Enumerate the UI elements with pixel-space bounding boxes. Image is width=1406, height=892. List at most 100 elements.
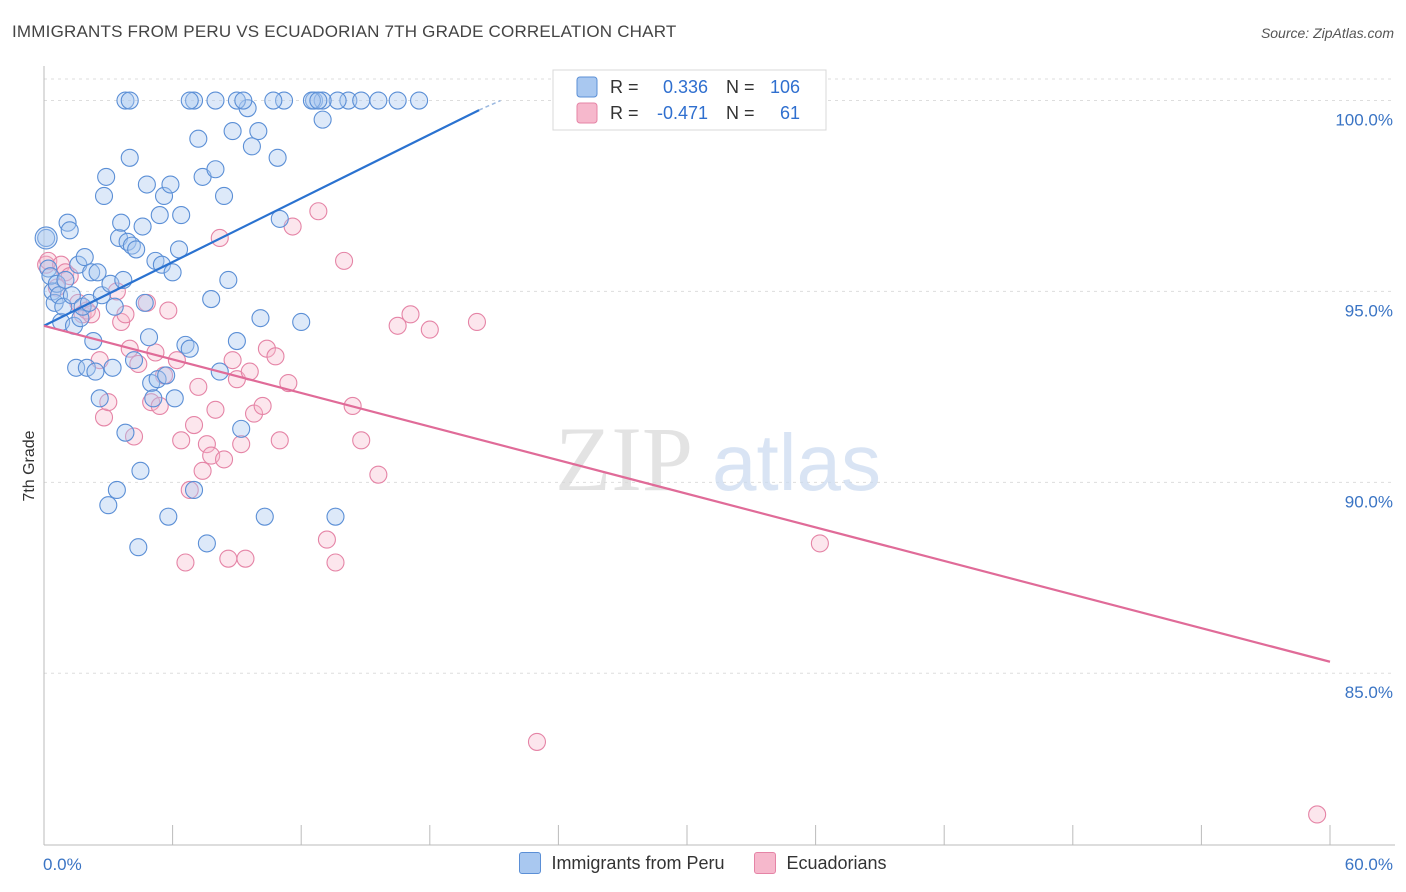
ecuadorians-series — [37, 91, 1327, 824]
y-tick-label: 85.0% — [1345, 683, 1393, 702]
legend-box: R = 0.336 N = 106 R = -0.471 N = 61 — [552, 69, 827, 131]
data-point-ecuadorians — [180, 480, 199, 500]
data-point-ecuadorians — [279, 374, 298, 393]
legend-r-label-1: R = — [610, 77, 639, 97]
legend-swatch-peru — [576, 76, 598, 98]
data-point-peru — [159, 507, 178, 526]
data-point-peru — [75, 248, 94, 267]
data-point-peru — [255, 507, 274, 526]
watermark-atlas: atlas — [712, 418, 881, 507]
data-point-peru — [214, 186, 234, 206]
data-point-peru — [144, 389, 163, 408]
data-point-peru — [135, 293, 154, 312]
data-point-peru — [292, 312, 311, 332]
data-point-peru — [116, 423, 135, 442]
legend-n-label-2: N = — [726, 103, 755, 123]
legend-n-value-2: 61 — [780, 103, 800, 123]
data-point-peru — [410, 91, 429, 110]
bottom-legend-item-ecuador: Ecuadorians — [754, 852, 887, 874]
data-point-peru — [90, 389, 109, 408]
legend-swatch-ecuador — [576, 102, 598, 124]
data-point-ecuadorians — [1308, 805, 1327, 824]
y-tick-label: 95.0% — [1345, 301, 1393, 320]
data-point-ecuadorians — [176, 553, 195, 572]
data-point-ecuadorians — [193, 461, 212, 480]
data-point-peru — [165, 389, 184, 408]
data-point-peru — [264, 91, 283, 110]
data-point-peru — [148, 370, 167, 389]
data-point-peru — [242, 137, 261, 156]
data-point-ecuadorians — [219, 549, 238, 568]
data-point-peru — [388, 91, 407, 110]
bottom-legend-item-peru: Immigrants from Peru — [519, 852, 724, 874]
data-point-ecuadorians — [150, 396, 169, 416]
trend-lines — [43, 99, 1331, 663]
data-point-peru — [150, 206, 169, 225]
data-point-ecuadorians — [206, 400, 225, 419]
data-point-peru — [251, 309, 270, 328]
data-point-peru — [206, 160, 225, 179]
data-point-peru — [352, 91, 371, 110]
watermark-zip: ZIP — [555, 408, 693, 510]
data-point-ecuadorians — [270, 431, 289, 450]
data-point-peru — [49, 286, 69, 305]
data-point-peru — [302, 91, 321, 110]
data-point-peru — [97, 167, 116, 186]
data-point-ecuadorians — [810, 534, 829, 553]
y-tick-label: 100.0% — [1335, 111, 1393, 130]
data-point-peru — [127, 240, 146, 259]
data-point-ecuadorians — [388, 316, 407, 335]
data-point-peru — [58, 213, 77, 232]
data-point-ecuadorians — [184, 415, 204, 435]
peru-series — [34, 91, 429, 557]
data-point-peru — [206, 91, 225, 110]
data-point-peru — [328, 91, 347, 110]
data-point-peru — [369, 91, 388, 110]
data-point-peru — [60, 221, 79, 240]
data-point-ecuadorians — [467, 312, 487, 332]
bottom-legend-swatch-peru — [519, 852, 542, 874]
data-point-peru — [47, 274, 66, 293]
data-point-peru — [249, 122, 268, 141]
data-point-peru — [137, 175, 156, 194]
data-point-peru — [313, 91, 332, 110]
data-point-peru — [37, 228, 56, 248]
data-point-peru — [202, 290, 221, 309]
data-point-peru — [270, 209, 289, 228]
data-point-peru — [105, 297, 124, 316]
data-point-ecuadorians — [124, 427, 144, 446]
data-point-peru — [180, 339, 199, 358]
bottom-legend-label-peru: Immigrants from Peru — [551, 852, 725, 873]
trend-line-peru — [43, 109, 480, 327]
data-point-peru — [339, 91, 358, 110]
data-point-peru — [131, 461, 150, 480]
legend-r-value-1: 0.336 — [663, 77, 708, 97]
data-point-peru — [172, 206, 191, 225]
data-point-peru — [275, 91, 294, 110]
data-point-peru — [112, 213, 131, 232]
bottom-legend-label-ecuador: Ecuadorians — [786, 852, 887, 873]
data-point-peru — [313, 110, 332, 129]
data-point-ecuadorians — [223, 351, 242, 370]
data-point-ecuadorians — [266, 347, 285, 366]
data-point-peru — [67, 358, 86, 377]
bottom-legend-swatch-ecuador — [754, 852, 777, 874]
data-point-peru — [88, 263, 107, 282]
chart-title: IMMIGRANTS FROM PERU VS ECUADORIAN 7TH G… — [12, 22, 677, 41]
data-point-peru — [184, 480, 204, 500]
x-tick-label-end: 60.0% — [1345, 855, 1393, 874]
legend-n-label-1: N = — [726, 77, 755, 97]
data-point-ecuadorians — [99, 393, 118, 412]
data-point-peru — [120, 91, 139, 110]
x-tick-label-start: 0.0% — [43, 855, 82, 874]
data-point-peru — [234, 91, 253, 110]
grid-lines — [44, 78, 1395, 674]
data-point-ecuadorians — [527, 732, 547, 751]
data-point-peru — [86, 362, 105, 381]
data-point-ecuadorians — [172, 431, 191, 450]
data-point-peru — [56, 270, 75, 290]
data-point-peru — [227, 332, 246, 351]
data-point-ecuadorians — [335, 251, 354, 270]
data-point-peru — [82, 263, 101, 282]
data-point-peru — [184, 91, 204, 110]
